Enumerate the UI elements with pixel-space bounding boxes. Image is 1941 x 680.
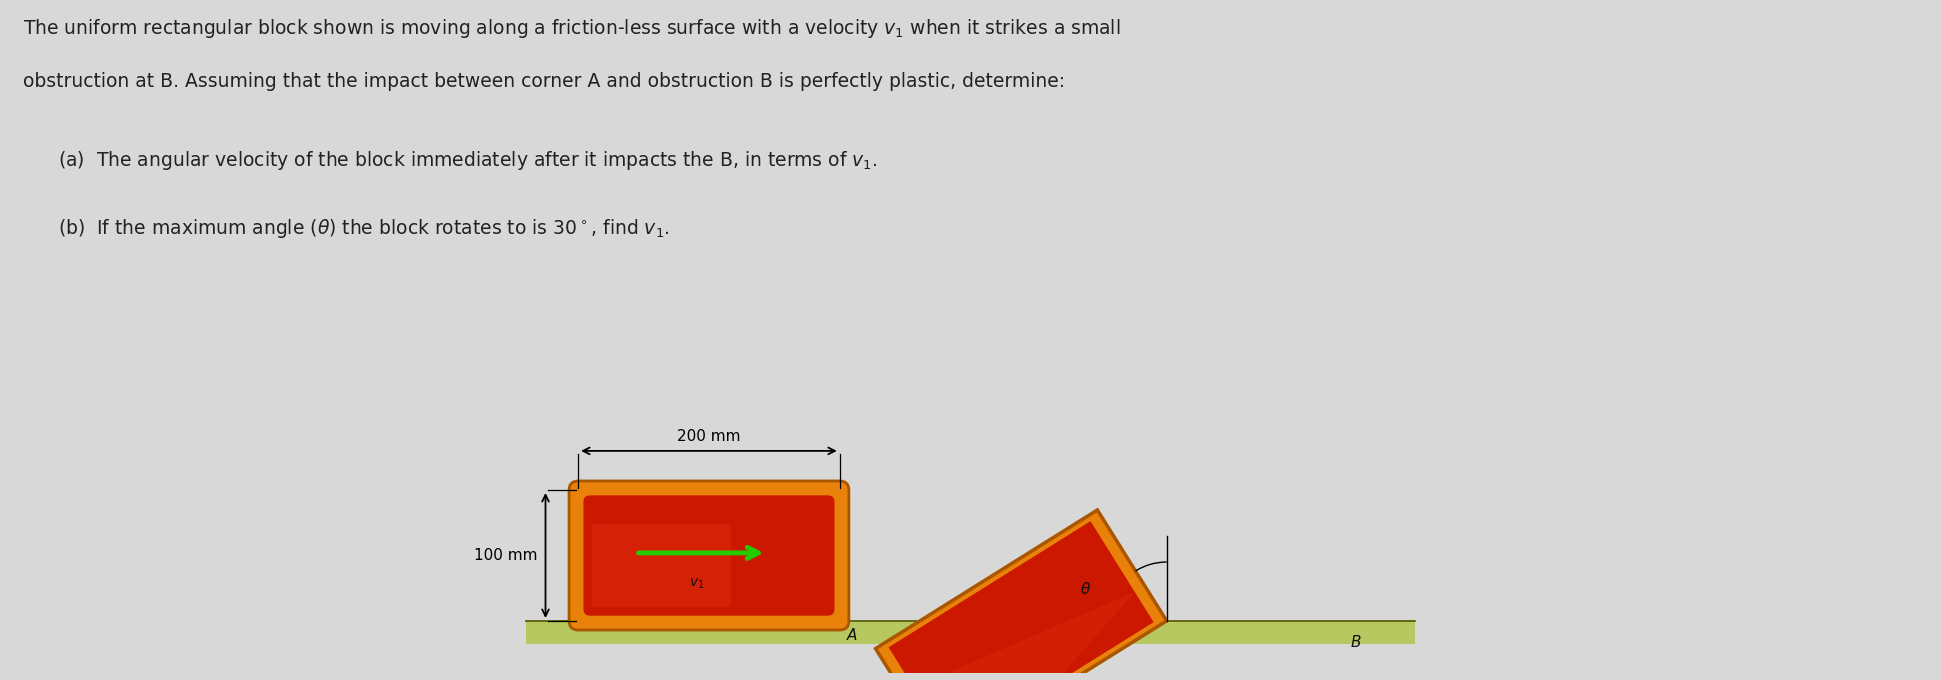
- Text: 100 mm: 100 mm: [474, 548, 538, 563]
- Polygon shape: [889, 521, 1153, 680]
- FancyBboxPatch shape: [592, 524, 730, 607]
- FancyBboxPatch shape: [569, 481, 848, 630]
- Polygon shape: [914, 592, 1135, 680]
- Text: $A$: $A$: [846, 628, 858, 643]
- Text: (b)  If the maximum angle ($\theta$) the block rotates to is 30$^\circ$, find $v: (b) If the maximum angle ($\theta$) the …: [58, 218, 670, 240]
- Text: $\theta$: $\theta$: [1079, 581, 1091, 597]
- Text: 200 mm: 200 mm: [677, 429, 741, 444]
- Text: The uniform rectangular block shown is moving along a friction-less surface with: The uniform rectangular block shown is m…: [23, 17, 1120, 40]
- FancyBboxPatch shape: [584, 495, 835, 615]
- Bar: [526, 621, 1415, 645]
- Polygon shape: [875, 510, 1167, 680]
- Text: obstruction at B. Assuming that the impact between corner A and obstruction B is: obstruction at B. Assuming that the impa…: [23, 72, 1066, 91]
- Text: (a)  The angular velocity of the block immediately after it impacts the B, in te: (a) The angular velocity of the block im…: [58, 150, 877, 173]
- Text: $v_1$: $v_1$: [689, 577, 705, 591]
- Text: $B$: $B$: [1349, 634, 1361, 650]
